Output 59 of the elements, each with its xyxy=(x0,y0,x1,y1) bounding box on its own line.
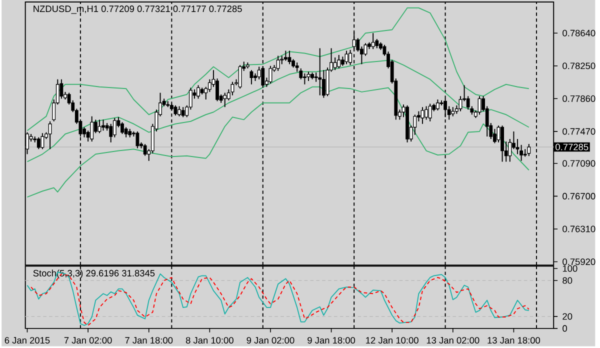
candlestick xyxy=(196,84,200,100)
candlestick xyxy=(230,81,234,96)
candlestick xyxy=(223,92,227,108)
candlestick xyxy=(238,64,242,90)
y-tick-label: 100 xyxy=(562,265,578,272)
x-tick-label: 8 Jan 10:00 xyxy=(186,337,234,344)
candlestick xyxy=(527,143,531,157)
y-tick-label: 0.78640 xyxy=(562,30,596,36)
line-series xyxy=(26,86,530,198)
candlestick xyxy=(174,104,178,116)
candlestick xyxy=(302,72,306,85)
x-tick-label: 7 Jan 18:00 xyxy=(125,337,173,344)
x-tick-label: 7 Jan 02:00 xyxy=(64,337,112,344)
y-tick-label: 20 xyxy=(562,313,572,320)
x-tick-label: 6 Jan 2015 xyxy=(4,337,50,344)
line-series xyxy=(26,7,530,132)
y-tick-label: 0 xyxy=(562,325,568,332)
y-tick-label: 0.77470 xyxy=(562,128,596,135)
y-tick-label: 80 xyxy=(562,277,572,284)
candlestick xyxy=(284,50,288,62)
candlestick xyxy=(90,116,94,142)
candlestick xyxy=(436,99,440,111)
candlestick xyxy=(458,96,462,112)
candlestick xyxy=(36,136,40,150)
y-tick-label: 0.77860 xyxy=(562,95,596,102)
candlestick xyxy=(500,125,504,162)
candlestick xyxy=(318,48,322,96)
candlestick xyxy=(98,119,102,134)
y-tick-label: 0.78250 xyxy=(562,62,596,70)
candlestick xyxy=(420,106,424,124)
candlestick xyxy=(428,103,432,122)
candlestick xyxy=(181,106,185,118)
x-tick-label: 13 Jan 18:00 xyxy=(488,337,540,344)
candlestick xyxy=(40,132,44,150)
candlestick xyxy=(60,78,64,100)
x-tick-label: 9 Jan 18:00 xyxy=(308,337,356,344)
y-tick-label: 0.75920 xyxy=(562,258,596,266)
candlestick xyxy=(333,56,337,71)
candlestick xyxy=(516,138,520,155)
candlestick xyxy=(102,119,105,132)
candlestick xyxy=(451,106,455,117)
x-tick-label: 12 Jan 10:00 xyxy=(366,337,418,344)
line-series xyxy=(26,59,530,162)
candlestick xyxy=(288,50,292,65)
candlestick xyxy=(424,106,428,120)
candlestick xyxy=(48,120,52,150)
candlestick xyxy=(371,32,375,50)
x-tick-label: 13 Jan 02:00 xyxy=(426,337,480,344)
chart-title: NZDUSD_m,H1 0.77209 0.77321 0.77177 0.77285 xyxy=(34,6,242,14)
x-tick-label: 9 Jan 02:00 xyxy=(246,337,294,344)
candlestick xyxy=(337,54,341,69)
y-tick-label: 0.76700 xyxy=(562,192,596,200)
y-tick-label: 0.76310 xyxy=(562,226,596,232)
candlestick xyxy=(276,55,280,72)
candlestick xyxy=(250,70,254,85)
candlestick xyxy=(364,42,368,56)
y-tick-label: 0.77090 xyxy=(562,160,596,167)
ref-line-label: 0.77285 xyxy=(556,144,588,150)
candlestick xyxy=(178,106,181,117)
